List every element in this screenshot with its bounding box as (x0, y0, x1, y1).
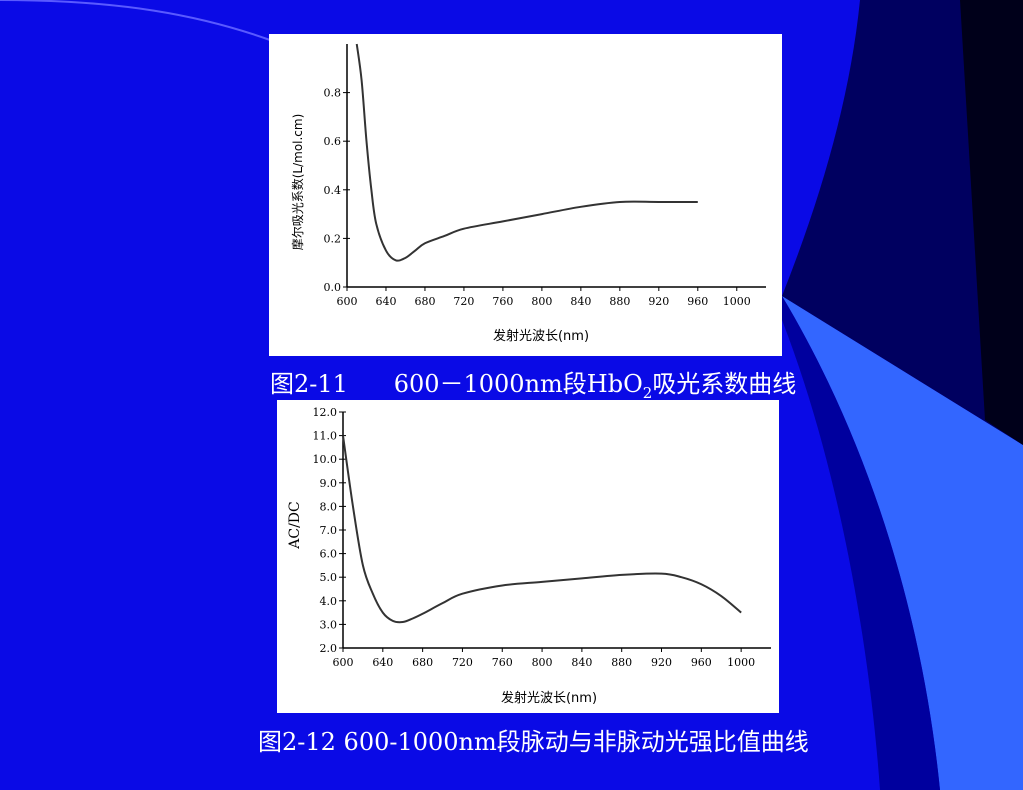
c2-xtick-label-6: 840 (571, 656, 592, 669)
light-blue-wedge (782, 296, 1023, 790)
c1-xtick-label-0: 600 (337, 295, 358, 308)
dark-edge (960, 0, 1023, 445)
figure-caption-2-12: 图2-12 600-1000nm段脉动与非脉动光强比值曲线 (258, 728, 809, 756)
chart1-xlabel: 发射光波长(nm) (493, 328, 589, 344)
dark-lower-band (782, 296, 940, 790)
chart1-ylabel: 摩尔吸光系数(L/mol.cm) (290, 114, 305, 251)
dark-blue-gradient-band (782, 0, 1023, 445)
chart1-ticks: 600 640 680 720 760 800 840 880 920 960 1000 0.0 0.2… (324, 87, 751, 308)
c2-ytick-label-2: 4.0 (320, 595, 338, 608)
chart1-series-line (355, 43, 698, 262)
decorative-arc (0, 0, 271, 41)
c1-xtick-label-5: 800 (531, 295, 552, 308)
c2-xtick-label-2: 680 (412, 656, 433, 669)
hbo2-absorption-chart: 600 640 680 720 760 800 840 880 920 960 1000 0.0 0.2… (269, 34, 782, 356)
chart2-ticks: 600 640 680 720 760 800 840 880 920 960 1000 2.0 3.0… (313, 406, 756, 669)
c1-xtick-label-2: 680 (414, 295, 435, 308)
c1-xtick-label-10: 1000 (723, 295, 751, 308)
c1-ytick-label-0: 0.0 (324, 281, 342, 294)
c1-ytick-label-1: 0.2 (324, 232, 342, 245)
acdc-ratio-chart: 600 640 680 720 760 800 840 880 920 960 1000 2.0 3.0… (277, 400, 779, 713)
chart2-series-line (342, 435, 742, 624)
caption1-subscript: 2 (642, 383, 653, 402)
c1-ytick-label-3: 0.6 (324, 135, 342, 148)
c1-xtick-label-7: 880 (609, 295, 630, 308)
c2-ytick-label-10: 12.0 (313, 406, 338, 419)
c1-ytick-label-2: 0.4 (324, 184, 342, 197)
c2-xtick-label-3: 720 (452, 656, 473, 669)
c2-xtick-label-7: 880 (611, 656, 632, 669)
chart2-axes (342, 412, 771, 649)
figure-caption-2-11: 图2-11 600－1000nm段HbO2吸光系数曲线 (270, 364, 796, 402)
c2-ytick-label-7: 9.0 (320, 477, 338, 490)
chart2-ylabel: AC/DC (287, 501, 303, 549)
c2-ytick-label-9: 11.0 (313, 430, 338, 443)
c2-xtick-label-8: 920 (651, 656, 672, 669)
caption1-prefix: 图2-11 600－1000nm段HbO (270, 370, 643, 398)
chart1-axes (346, 44, 766, 288)
c2-xtick-label-10: 1000 (727, 656, 755, 669)
c2-ytick-label-6: 8.0 (320, 500, 338, 513)
c2-xtick-label-4: 760 (492, 656, 513, 669)
c2-ytick-label-1: 3.0 (320, 618, 338, 631)
c2-ytick-label-4: 6.0 (320, 548, 338, 561)
caption1-suffix: 吸光系数曲线 (652, 370, 797, 398)
c1-ytick-label-4: 0.8 (324, 87, 342, 100)
c2-ytick-label-8: 10.0 (313, 453, 338, 466)
c1-xtick-label-9: 960 (687, 295, 708, 308)
c1-xtick-label-1: 640 (375, 295, 396, 308)
c1-xtick-label-6: 840 (570, 295, 591, 308)
c2-xtick-label-9: 960 (691, 656, 712, 669)
chart2-xlabel: 发射光波长(nm) (501, 690, 597, 706)
c2-ytick-label-5: 7.0 (320, 524, 338, 537)
c2-ytick-label-0: 2.0 (320, 642, 338, 655)
c1-xtick-label-3: 720 (453, 295, 474, 308)
c1-xtick-label-8: 920 (648, 295, 669, 308)
c2-xtick-label-0: 600 (333, 656, 354, 669)
c1-xtick-label-4: 760 (492, 295, 513, 308)
c2-xtick-label-5: 800 (532, 656, 553, 669)
c2-xtick-label-1: 640 (372, 656, 393, 669)
c2-ytick-label-3: 5.0 (320, 571, 338, 584)
